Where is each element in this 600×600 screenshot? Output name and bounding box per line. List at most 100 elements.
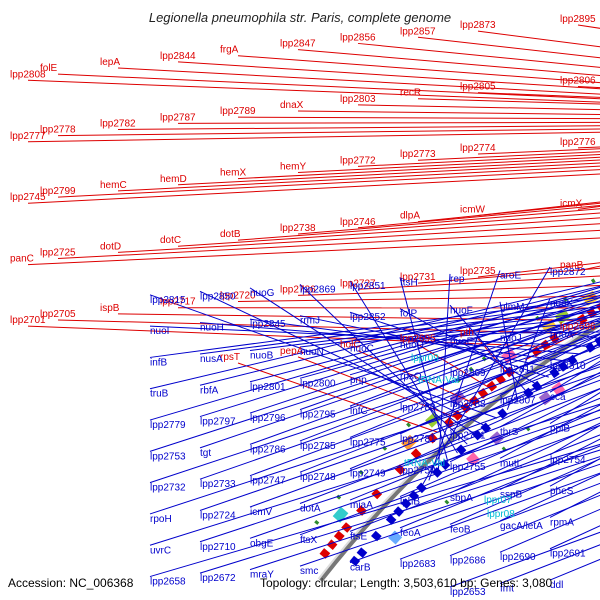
gene-label[interactable]: hemD <box>160 174 187 185</box>
gene-label[interactable]: dnaX <box>280 100 304 111</box>
gene-label[interactable]: rpmA <box>550 517 574 528</box>
rna-label[interactable]: lppr09 <box>411 353 439 364</box>
gene-label[interactable]: lpp2750 <box>400 465 436 476</box>
gene-label[interactable]: infC <box>350 406 368 417</box>
gene-label[interactable]: lpp2686 <box>450 556 486 567</box>
gene-label[interactable]: nuoF <box>450 305 473 316</box>
rna-label[interactable]: lppr07 <box>484 495 512 506</box>
gene-label[interactable]: pepA <box>280 346 304 357</box>
gene-label[interactable]: lpp2805 <box>460 82 496 93</box>
gene-label[interactable]: lpp2776 <box>560 137 596 148</box>
gene-label[interactable]: lpp2773 <box>400 149 436 160</box>
gene-label[interactable]: holC <box>340 340 361 351</box>
gene-label[interactable]: lpp2738 <box>280 223 316 234</box>
gene-label[interactable]: icmX <box>560 198 583 209</box>
gene-label[interactable]: feoB <box>450 524 471 535</box>
gene-label[interactable]: lpp2720 <box>220 291 256 302</box>
gene-label[interactable]: rpoH <box>150 514 172 525</box>
gene-label[interactable]: lpp2807 <box>500 396 536 407</box>
gene-label[interactable]: lpp2658 <box>150 577 186 588</box>
gene-label[interactable]: nuoD <box>400 340 424 351</box>
gene-label[interactable]: dotC <box>160 235 181 246</box>
gene-label[interactable]: lpp2695 <box>400 334 436 345</box>
gene-label[interactable]: nuoC <box>350 344 374 355</box>
gene-label[interactable]: lpp2725 <box>40 248 76 259</box>
gene-label[interactable]: lphB <box>400 497 420 508</box>
gene-label[interactable]: lpp2847 <box>280 39 316 50</box>
gene-label[interactable]: mraY <box>250 570 274 581</box>
gene-label[interactable]: pth <box>460 327 474 338</box>
gene-label[interactable]: lpp2895 <box>560 14 596 25</box>
gene-label[interactable]: gacA/letA <box>500 521 543 532</box>
gene-label[interactable]: icmW <box>460 205 486 216</box>
gene-label[interactable]: lpp2797 <box>200 417 236 428</box>
gene-label[interactable]: mutL <box>500 458 523 469</box>
gene-label[interactable]: lpp2803 <box>340 94 376 105</box>
gene-label[interactable]: lpp2873 <box>460 20 496 31</box>
gene-label[interactable]: carB <box>350 563 371 574</box>
gene-label[interactable]: lpp2724 <box>200 510 236 521</box>
gene-label[interactable]: lpp2778 <box>40 125 76 136</box>
gene-label[interactable]: lpp2732 <box>150 483 186 494</box>
gene-label[interactable]: miaA <box>350 500 373 511</box>
gene-label[interactable]: lpp2717 <box>160 297 196 308</box>
gene-label[interactable]: rrmJ <box>300 316 320 327</box>
gene-label[interactable]: lpp2844 <box>160 51 196 62</box>
gene-label[interactable]: lpp2779 <box>150 420 186 431</box>
gene-label[interactable]: nuoK <box>550 298 574 309</box>
gene-label[interactable]: lpp2799 <box>40 186 76 197</box>
gene-label[interactable]: pheS <box>550 486 574 497</box>
gene-label[interactable]: lpp2710 <box>200 542 236 553</box>
gene-label[interactable]: lpp2653 <box>450 587 486 598</box>
gene-label[interactable]: pnp <box>350 375 367 386</box>
gene-label[interactable]: lpp2815 <box>150 295 186 306</box>
rna-label[interactable]: lppr08 <box>487 509 515 520</box>
gene-label[interactable]: rpsO <box>400 371 422 382</box>
gene-label[interactable]: icmV <box>250 507 273 518</box>
gene-label[interactable]: lpp2789 <box>220 106 256 117</box>
gene-label[interactable]: dlpA <box>400 211 420 222</box>
gene-label[interactable]: lpp2872 <box>550 267 586 278</box>
gene-label[interactable]: ppiB <box>550 424 570 435</box>
gene-label[interactable]: lpp2782 <box>100 118 136 129</box>
gene-label[interactable]: lpp2806 <box>560 75 596 86</box>
gene-label[interactable]: lpp2786 <box>250 444 286 455</box>
gene-label[interactable]: lpp2690 <box>500 552 536 563</box>
gene-label[interactable]: tgt <box>200 448 211 459</box>
rna-label[interactable]: tRNA-Val <box>418 375 459 386</box>
gene-label[interactable]: lpp2800 <box>300 378 336 389</box>
gene-label[interactable]: lpp2787 <box>160 112 196 123</box>
rna-label[interactable]: tRNA-Val <box>404 458 445 469</box>
gene-label[interactable]: smc <box>300 566 318 577</box>
gene-label[interactable]: cca <box>550 392 566 403</box>
gene-label[interactable]: lpp2857 <box>400 26 436 37</box>
gene-label[interactable]: lpp2808 <box>10 69 46 80</box>
gene-label[interactable]: uvrC <box>150 545 171 556</box>
gene-label[interactable]: lpp2683 <box>400 559 436 570</box>
gene-label[interactable]: lpp2852 <box>350 312 386 323</box>
gene-label[interactable]: nuoN <box>300 347 324 358</box>
gene-label[interactable]: rpsT <box>220 352 240 363</box>
gene-label[interactable]: ftsE <box>350 531 368 542</box>
gene-label[interactable]: nuoG <box>250 288 275 299</box>
gene-label[interactable]: lpp2726 <box>280 284 316 295</box>
gene-label[interactable]: nuoB <box>250 350 274 361</box>
gene-label[interactable]: lpp2733 <box>200 479 236 490</box>
gene-label[interactable]: lpp2795 <box>300 410 336 421</box>
gene-label[interactable]: aroE <box>500 270 521 281</box>
gene-label[interactable]: frgA <box>220 45 239 56</box>
gene-label[interactable]: panB <box>560 260 584 271</box>
gene-label[interactable]: folP <box>400 309 418 320</box>
gene-label[interactable]: lepA <box>100 57 120 68</box>
gene-label[interactable]: truB <box>150 389 169 400</box>
gene-label[interactable]: lpp2850 <box>200 291 236 302</box>
gene-label[interactable]: lpp2780 <box>400 403 436 414</box>
gene-label[interactable]: rbfA <box>200 385 219 396</box>
gene-label[interactable]: lpp2753 <box>150 451 186 462</box>
gene-label[interactable]: lpp2777 <box>10 131 46 142</box>
gene-label[interactable]: lpp2811 <box>500 364 535 375</box>
gene-label[interactable]: ftsX <box>300 535 318 546</box>
gene-label[interactable]: lpp2749 <box>350 469 386 480</box>
gene-label[interactable]: lpp2701 <box>10 315 46 326</box>
gene-label[interactable]: sbpA <box>450 493 473 504</box>
